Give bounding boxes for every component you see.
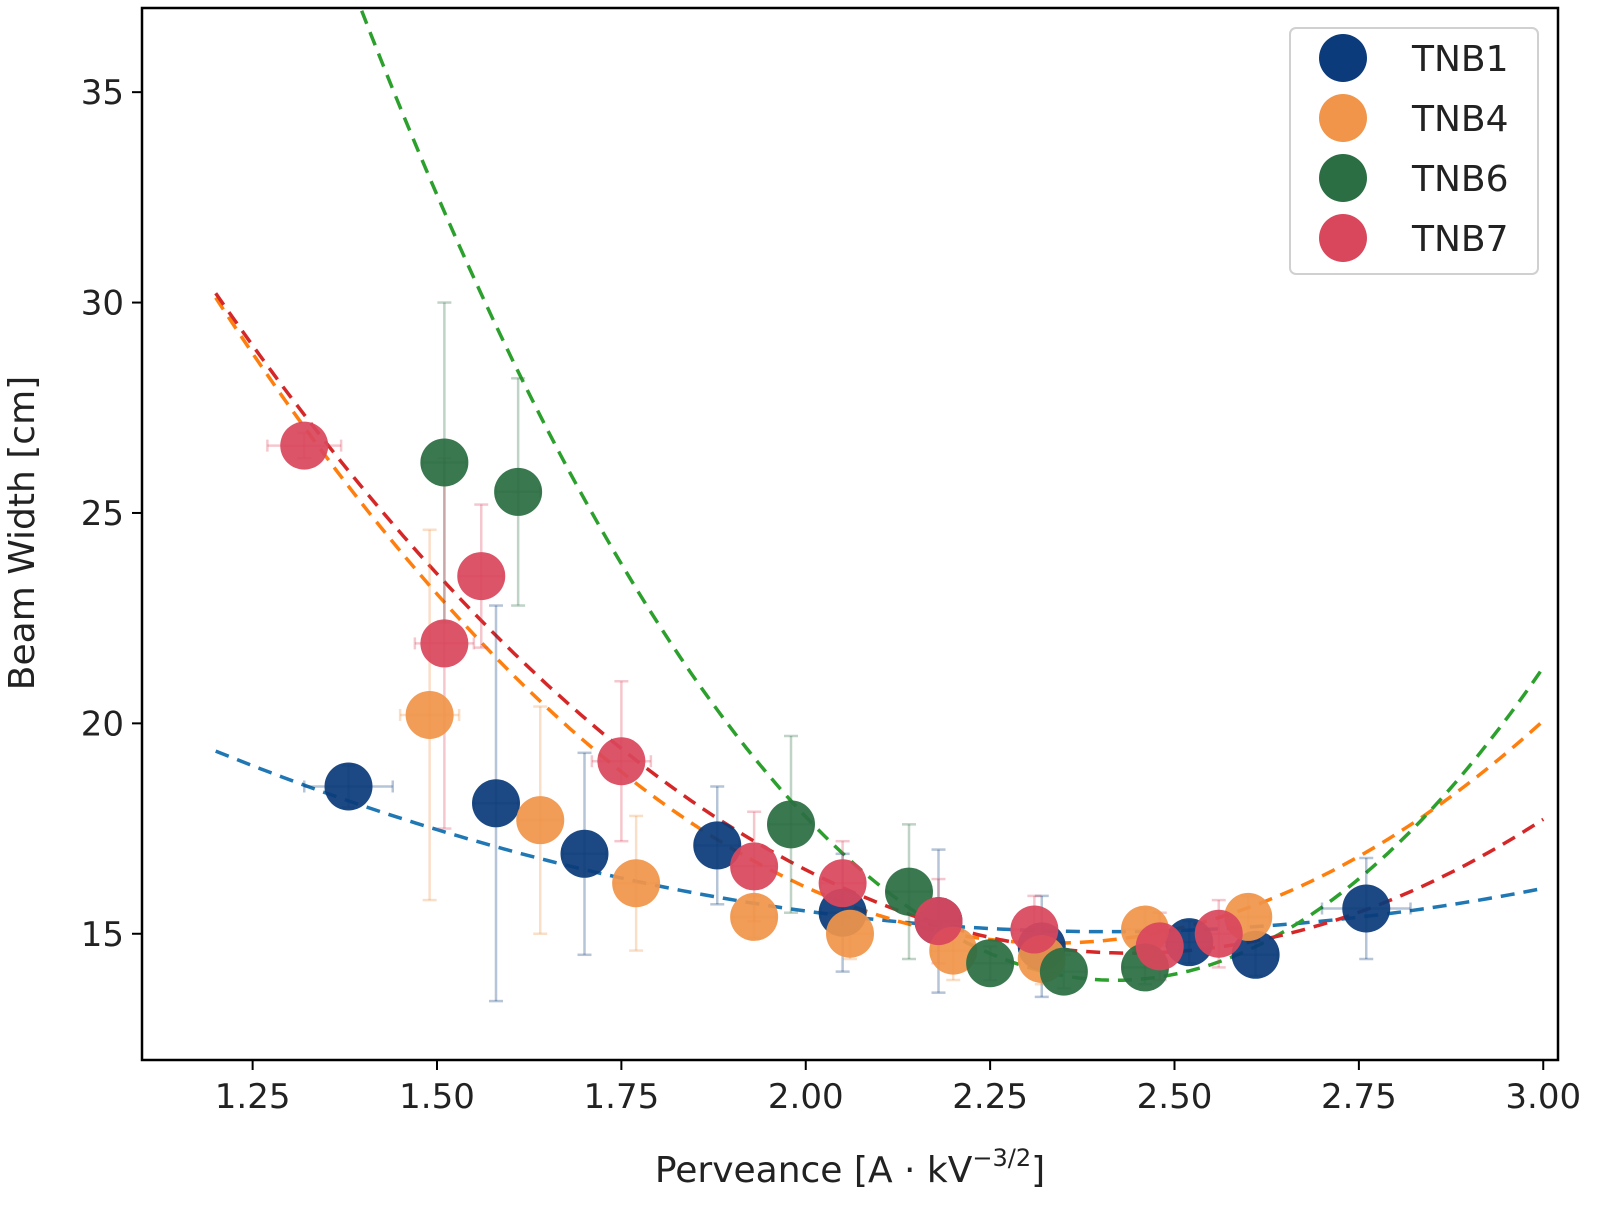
- data-point-tnb4: [516, 796, 565, 845]
- legend-marker: [1319, 34, 1367, 82]
- data-point-tnb6: [767, 800, 815, 849]
- x-tick-label: 1.25: [215, 1077, 291, 1117]
- x-tick-label: 2.25: [952, 1077, 1028, 1117]
- data-point-tnb7: [420, 619, 469, 668]
- data-point-tnb7: [457, 552, 506, 601]
- x-axis-label: Perveance [A · kV−3/2]: [655, 1144, 1045, 1191]
- fit-curve-tnb6: [358, 8, 1545, 982]
- axes: 1.25 1.50 1.75 2.00 2.25 2.50 2.75 3.00 15 20 25 30…: [81, 6, 1581, 1117]
- data-point-tnb7: [730, 842, 779, 891]
- data-point-tnb6: [1039, 947, 1088, 996]
- x-axis-label-main: Perveance [A · kV: [655, 1150, 973, 1191]
- legend-box: [1289, 27, 1539, 275]
- legend-label: TNB1: [1411, 39, 1509, 80]
- data-point-tnb6: [966, 939, 1015, 988]
- fit-curves: [214, 8, 1545, 982]
- data-point-tnb1: [324, 762, 373, 811]
- data-point-tnb4: [405, 690, 454, 739]
- data-points: [280, 421, 1391, 996]
- legend-item-tnb7: TNB7: [1319, 214, 1509, 262]
- fit-curve-tnb7: [214, 292, 1545, 955]
- legend-item-tnb6: TNB6: [1319, 154, 1509, 202]
- data-point-tnb1: [472, 779, 520, 828]
- data-point-tnb1: [560, 829, 609, 878]
- plot-frame: [140, 6, 1560, 1062]
- data-point-tnb7: [914, 897, 963, 946]
- data-point-tnb6: [420, 438, 469, 487]
- legend-item-tnb4: TNB4: [1319, 94, 1509, 142]
- data-point-tnb6: [885, 867, 933, 916]
- data-point-tnb6: [494, 467, 543, 516]
- legend-marker: [1319, 154, 1367, 202]
- legend: TNB1 TNB4 TNB6 TNB7: [1289, 27, 1539, 275]
- data-point-tnb4: [826, 909, 874, 958]
- data-point-tnb1: [1342, 884, 1391, 933]
- x-axis-label-sup: −3/2: [972, 1144, 1031, 1172]
- fit-curve-tnb1: [215, 749, 1544, 934]
- legend-marker: [1319, 214, 1367, 262]
- data-point-tnb4: [730, 892, 779, 941]
- x-axis-label-end: ]: [1031, 1150, 1045, 1191]
- y-tick-label: 30: [81, 284, 124, 324]
- data-point-tnb4: [612, 859, 661, 908]
- fit-curve-tnb4: [214, 296, 1545, 945]
- legend-label: TNB7: [1411, 219, 1509, 260]
- y-tick-label: 20: [81, 704, 124, 744]
- data-point-tnb1: [693, 821, 742, 870]
- legend-label: TNB4: [1411, 99, 1509, 140]
- data-point-tnb1: [1231, 930, 1280, 979]
- y-tick-label: 35: [81, 73, 124, 113]
- legend-item-tnb1: TNB1: [1319, 34, 1509, 82]
- x-tick-label: 1.50: [399, 1077, 475, 1117]
- x-tick-label: 2.50: [1137, 1077, 1213, 1117]
- legend-label: TNB6: [1411, 159, 1509, 200]
- x-tick-label: 2.00: [768, 1077, 844, 1117]
- legend-marker: [1319, 94, 1367, 142]
- y-tick-label: 25: [81, 494, 124, 534]
- data-point-tnb7: [597, 737, 646, 786]
- data-point-tnb7: [818, 859, 867, 908]
- y-tick-label: 15: [81, 915, 124, 955]
- x-tick-label: 2.75: [1321, 1077, 1397, 1117]
- data-point-tnb7: [1010, 905, 1059, 954]
- data-point-tnb7: [1194, 909, 1243, 958]
- data-point-tnb7: [1135, 922, 1184, 971]
- x-tick-label: 1.75: [584, 1077, 660, 1117]
- y-axis-label: Beam Width [cm]: [2, 376, 43, 690]
- x-tick-label: 3.00: [1505, 1077, 1581, 1117]
- data-point-tnb7: [280, 421, 329, 470]
